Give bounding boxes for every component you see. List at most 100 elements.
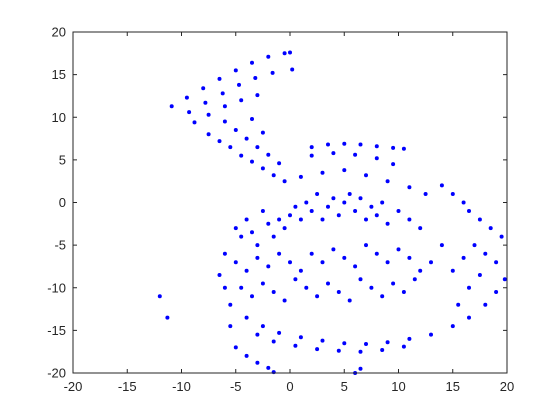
data-point [440, 243, 444, 247]
data-point [223, 252, 227, 256]
data-point [234, 345, 238, 349]
data-point [380, 201, 384, 205]
y-tick-label: 20 [52, 25, 66, 40]
data-point [321, 171, 325, 175]
y-tick-label: -10 [47, 280, 66, 295]
data-point [386, 179, 390, 183]
data-point [397, 247, 401, 251]
x-tick-label: -20 [64, 379, 83, 394]
data-point [462, 201, 466, 205]
data-point [359, 367, 363, 371]
data-point [326, 282, 330, 286]
data-point [375, 252, 379, 256]
data-point [255, 333, 259, 337]
data-point [359, 196, 363, 200]
y-tick-label: -20 [47, 366, 66, 381]
data-point [353, 153, 357, 157]
data-point [239, 154, 243, 158]
data-point [299, 175, 303, 179]
data-point [158, 294, 162, 298]
data-point [310, 209, 314, 213]
data-point [293, 344, 297, 348]
data-point [245, 354, 249, 358]
data-point [187, 110, 191, 114]
data-point [271, 71, 275, 75]
data-point [315, 192, 319, 196]
data-point [456, 303, 460, 307]
data-point [483, 252, 487, 256]
data-point [364, 218, 368, 222]
data-point [223, 120, 227, 124]
data-point [503, 277, 507, 281]
data-point [218, 139, 222, 143]
data-point [207, 113, 211, 117]
y-tick-label: 5 [59, 152, 66, 167]
data-point [500, 235, 504, 239]
data-point [342, 142, 346, 146]
data-point [391, 162, 395, 166]
data-point [277, 252, 281, 256]
data-point [451, 192, 455, 196]
data-point [250, 61, 254, 65]
data-point [218, 273, 222, 277]
data-point [359, 143, 363, 147]
y-tick-label: 10 [52, 110, 66, 125]
data-point [321, 260, 325, 264]
data-point [266, 222, 270, 226]
data-point [255, 243, 259, 247]
data-point [451, 269, 455, 273]
data-point [250, 117, 254, 121]
data-point [290, 68, 294, 72]
data-point [277, 161, 281, 165]
data-point [255, 145, 259, 149]
data-point [234, 128, 238, 132]
data-point [429, 333, 433, 337]
data-point [299, 218, 303, 222]
data-point [424, 192, 428, 196]
data-point [375, 144, 379, 148]
data-point [261, 131, 265, 135]
data-point [331, 151, 335, 155]
data-point [353, 264, 357, 268]
data-point [380, 294, 384, 298]
data-point [402, 290, 406, 294]
data-point [250, 230, 254, 234]
data-point [321, 339, 325, 343]
data-point [494, 290, 498, 294]
data-point [170, 104, 174, 108]
data-point [391, 282, 395, 286]
x-tick-label: 20 [500, 379, 514, 394]
data-point [359, 277, 363, 281]
data-point [228, 303, 232, 307]
data-point [489, 226, 493, 230]
data-point [407, 256, 411, 260]
data-point [402, 345, 406, 349]
data-point [165, 316, 169, 320]
data-point [342, 256, 346, 260]
data-point [266, 55, 270, 59]
data-point [185, 96, 189, 100]
data-point [234, 68, 238, 72]
data-point [364, 342, 368, 346]
data-point [348, 192, 352, 196]
data-point [288, 51, 292, 55]
data-point [201, 86, 205, 90]
data-point [221, 91, 225, 95]
data-point [407, 337, 411, 341]
data-point [310, 145, 314, 149]
data-point [413, 277, 417, 281]
data-point [348, 299, 352, 303]
data-point [342, 201, 346, 205]
data-point [473, 243, 477, 247]
data-point [250, 160, 254, 164]
data-point [228, 145, 232, 149]
data-point [467, 316, 471, 320]
data-point [386, 260, 390, 264]
data-point [261, 282, 265, 286]
x-tick-label: -15 [118, 379, 137, 394]
data-point [359, 350, 363, 354]
data-point [234, 260, 238, 264]
data-point [467, 286, 471, 290]
